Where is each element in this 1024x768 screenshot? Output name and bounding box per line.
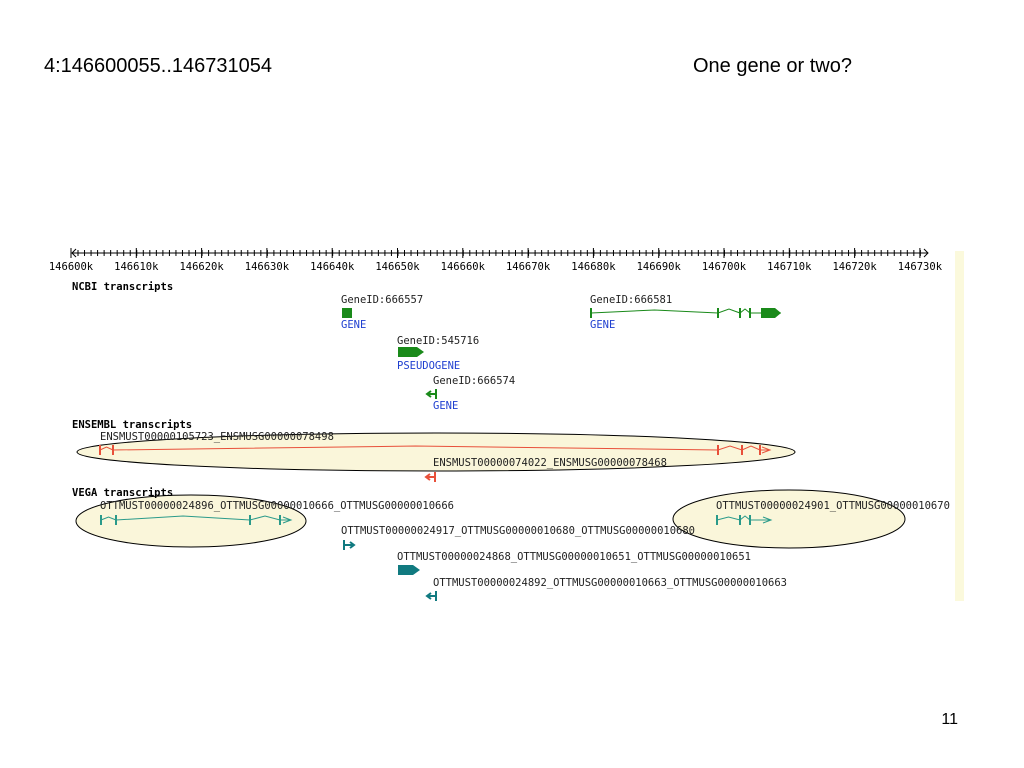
feature-name: OTTMUST00000024868_OTTMUSG00000010651_OT… — [397, 551, 751, 563]
feature-name: ENSMUST00000105723_ENSMUSG00000078498 — [100, 431, 334, 443]
feature-type: GENE — [433, 400, 458, 412]
feature-glyph — [762, 516, 773, 524]
feature-name: GeneID:666574 — [433, 375, 515, 387]
ruler-label: 146690k — [637, 261, 682, 273]
browser-screenshot — [44, 243, 964, 601]
ruler-label: 146620k — [179, 261, 224, 273]
track-title: NCBI transcripts — [72, 281, 173, 293]
feature-glyph — [398, 565, 420, 575]
ruler-label: 146610k — [114, 261, 159, 273]
feature-glyph — [398, 347, 424, 357]
ruler-label: 146660k — [441, 261, 486, 273]
ruler-label: 146700k — [702, 261, 747, 273]
feature-glyph — [282, 516, 293, 524]
browser-margin-cover — [955, 500, 964, 520]
feature-glyph — [343, 540, 356, 550]
feature-type: GENE — [590, 319, 615, 331]
feature-glyph — [424, 472, 436, 482]
feature-glyph — [425, 389, 437, 399]
feature-glyph — [761, 308, 781, 318]
feature-intron — [99, 445, 770, 451]
ruler-label: 146710k — [767, 261, 812, 273]
feature-glyph — [761, 446, 772, 454]
ruler-label: 146670k — [506, 261, 551, 273]
feature-glyph — [342, 308, 352, 318]
feature-name: OTTMUST00000024901_OTTMUSG00000010670 — [716, 500, 950, 512]
ruler-label: 146730k — [898, 261, 943, 273]
feature-type: GENE — [341, 319, 366, 331]
feature-name: ENSMUST00000074022_ENSMUSG00000078468 — [433, 457, 667, 469]
ruler-label: 146600k — [49, 261, 94, 273]
highlight-ellipse — [75, 494, 307, 548]
feature-name: OTTMUST00000024892_OTTMUSG00000010663_OT… — [433, 577, 787, 589]
ruler-label: 146640k — [310, 261, 355, 273]
feature-name: GeneID:666557 — [341, 294, 423, 306]
highlight-ellipse — [672, 489, 906, 549]
feature-glyph — [425, 591, 437, 601]
ruler-label: 146680k — [571, 261, 616, 273]
feature-type: PSEUDOGENE — [397, 360, 460, 372]
question-title: One gene or two? — [693, 55, 852, 77]
track-title: VEGA transcripts — [72, 487, 173, 499]
ruler-arrows — [71, 248, 929, 258]
feature-name: OTTMUST00000024896_OTTMUSG00000010666_OT… — [100, 500, 454, 512]
feature-intron — [100, 515, 291, 521]
ruler-label: 146630k — [245, 261, 290, 273]
ruler-label: 146720k — [832, 261, 877, 273]
ruler-label: 146650k — [375, 261, 420, 273]
track-title: ENSEMBL transcripts — [72, 419, 192, 431]
feature-name: OTTMUST00000024917_OTTMUSG00000010680_OT… — [341, 525, 695, 537]
feature-name: GeneID:545716 — [397, 335, 479, 347]
browser-margin — [955, 251, 964, 601]
feature-intron — [716, 515, 771, 521]
location-title: 4:146600055..146731054 — [44, 55, 272, 77]
highlight-ellipse — [76, 432, 796, 472]
page-number: 11 — [941, 711, 958, 728]
feature-name: GeneID:666581 — [590, 294, 672, 306]
